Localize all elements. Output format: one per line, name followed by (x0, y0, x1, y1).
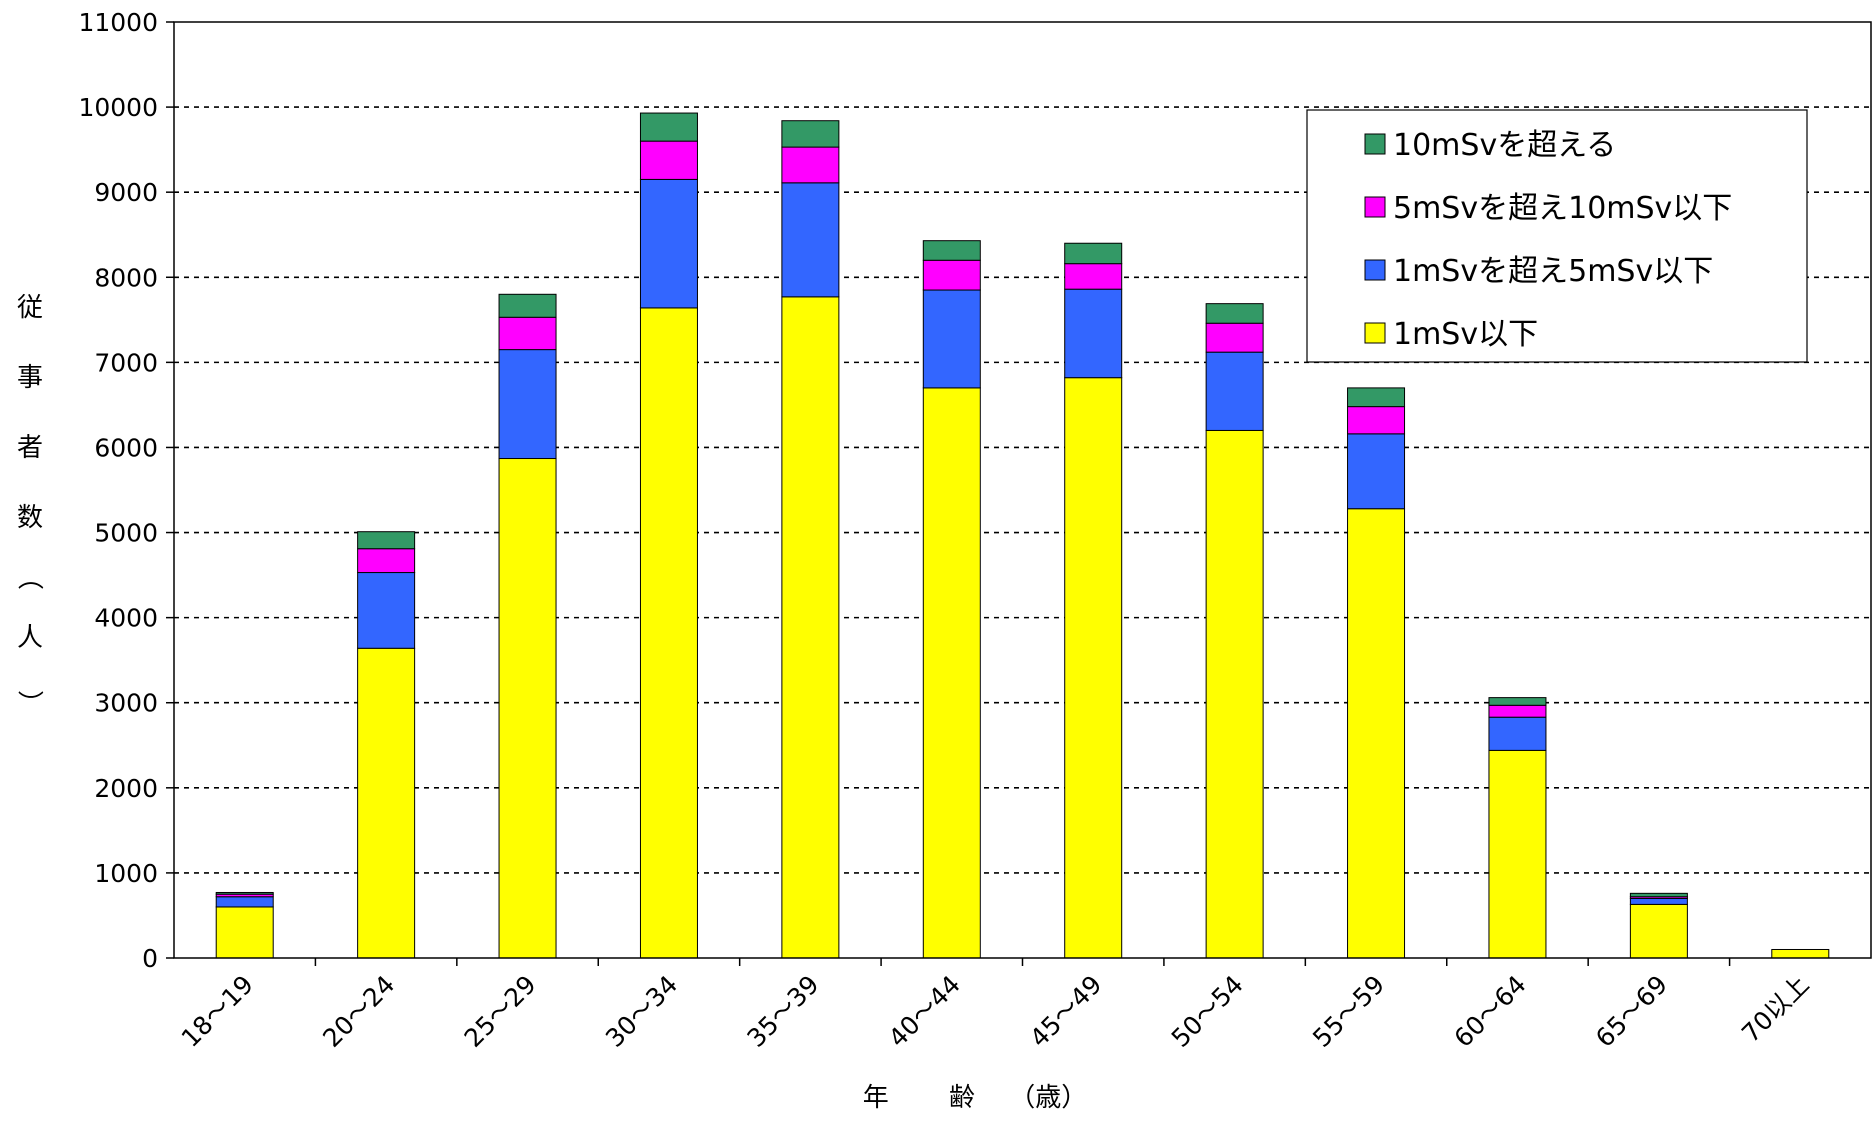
x-tick-label: 55～59 (1307, 970, 1390, 1053)
y-tick-label: 1000 (94, 859, 158, 888)
plot-frame (173, 21, 1872, 959)
bar-segment (1488, 716, 1547, 751)
legend-swatch (1364, 259, 1386, 281)
x-tick-label: 18～19 (176, 970, 259, 1053)
bar-segment (357, 572, 416, 649)
bar-segment (1488, 749, 1547, 959)
legend-box (1306, 109, 1808, 363)
bar-segment (922, 387, 981, 959)
x-tick-label: 40～44 (883, 970, 966, 1053)
bar-segment (922, 289, 981, 389)
y-axis-title-char: 人 (17, 623, 43, 653)
y-axis-title-char: 従 (17, 293, 43, 323)
bar-segment (1064, 242, 1123, 265)
legend-swatch (1364, 196, 1386, 218)
bar-segment (1205, 351, 1264, 431)
bar-segment (215, 906, 274, 959)
x-tick-label: 25～29 (459, 970, 542, 1053)
bar-segment (498, 316, 557, 351)
bars (215, 112, 1830, 959)
bar-segment (781, 296, 840, 959)
x-tick-label: 60～64 (1449, 970, 1532, 1053)
bar-segment (1347, 387, 1406, 408)
bar-segment (215, 891, 274, 895)
legend-label: 1mSvを超え5mSv以下 (1393, 254, 1713, 289)
bar-segment (781, 146, 840, 184)
y-tick-labels: 0 1000 2000 3000 4000 5000 6000 7000 8000 9000 100… (78, 8, 158, 973)
legend-label: 1mSv以下 (1393, 317, 1538, 352)
y-tick-label: 3000 (94, 689, 158, 718)
bar-segment (922, 240, 981, 261)
bar-segment (639, 178, 698, 309)
bar-segment (1488, 697, 1547, 706)
bar-segment (357, 647, 416, 959)
x-tick-label: 70以上 (1736, 970, 1814, 1048)
bar-segment (1205, 429, 1264, 959)
x-tick-label: 20～24 (317, 970, 400, 1053)
bar-segment (498, 293, 557, 318)
bar-segment (1064, 288, 1123, 379)
x-tick-label: 45～49 (1024, 970, 1107, 1053)
bar-segment (357, 548, 416, 574)
x-axis-title: 年 齢 （歳） (863, 1083, 1088, 1113)
bar-segment (1629, 892, 1688, 898)
y-tick-label: 9000 (94, 178, 158, 207)
bar-segment (1629, 903, 1688, 959)
bar-segment (215, 896, 274, 908)
bar-segment (1347, 433, 1406, 510)
bar-segment (498, 458, 557, 959)
legend-swatch (1364, 133, 1386, 155)
x-tick-label: 30～34 (600, 970, 683, 1053)
bar-segment (639, 112, 698, 142)
y-tick-label: 8000 (94, 263, 158, 292)
bar-segment (1347, 406, 1406, 435)
bar-segment (1064, 263, 1123, 290)
bar-segment (922, 259, 981, 291)
x-tick-label: 50～54 (1166, 970, 1249, 1053)
legend: 10mSvを超える 5mSvを超え10mSv以下 1mSvを超え5mSv以下 1mSv… (1306, 109, 1808, 363)
y-axis-title-char: 事 (17, 363, 43, 393)
bar-segment (781, 120, 840, 148)
bar-segment (1771, 948, 1830, 959)
y-tick-label: 10000 (78, 93, 158, 122)
bar-segment (1488, 704, 1547, 718)
y-tick-label: 7000 (94, 348, 158, 377)
legend-label: 5mSvを超え10mSv以下 (1393, 191, 1732, 226)
bar-segment (1064, 377, 1123, 959)
y-axis-title-char: （ (14, 564, 44, 590)
y-tick-label: 4000 (94, 604, 158, 633)
y-axis-title-char: 者 (17, 433, 43, 463)
x-tick-label: 35～39 (741, 970, 824, 1053)
y-axis-title-char: ） (14, 690, 44, 716)
bar-segment (1205, 303, 1264, 324)
legend-swatch (1364, 322, 1386, 344)
bar-segment (1205, 322, 1264, 353)
y-tick-label: 0 (142, 944, 158, 973)
x-tick-label: 65～69 (1590, 970, 1673, 1053)
y-tick-label: 5000 (94, 519, 158, 548)
bar-segment (498, 349, 557, 460)
bar-segment (639, 140, 698, 180)
bar-segment (357, 531, 416, 550)
bar-segment (639, 307, 698, 959)
y-axis-title-char: 数 (17, 503, 43, 533)
bar-segment (1347, 508, 1406, 959)
y-tick-label: 6000 (94, 433, 158, 462)
y-tick-label: 11000 (78, 8, 158, 37)
legend-label: 10mSvを超える (1393, 128, 1616, 163)
x-tick-labels: 18～19 20～24 25～29 30～34 35～39 40～44 45～49 50～54… (176, 970, 1815, 1053)
bar-segment (1629, 897, 1688, 905)
bar-segment (781, 182, 840, 298)
axes (166, 21, 1872, 966)
y-tick-label: 2000 (94, 774, 158, 803)
